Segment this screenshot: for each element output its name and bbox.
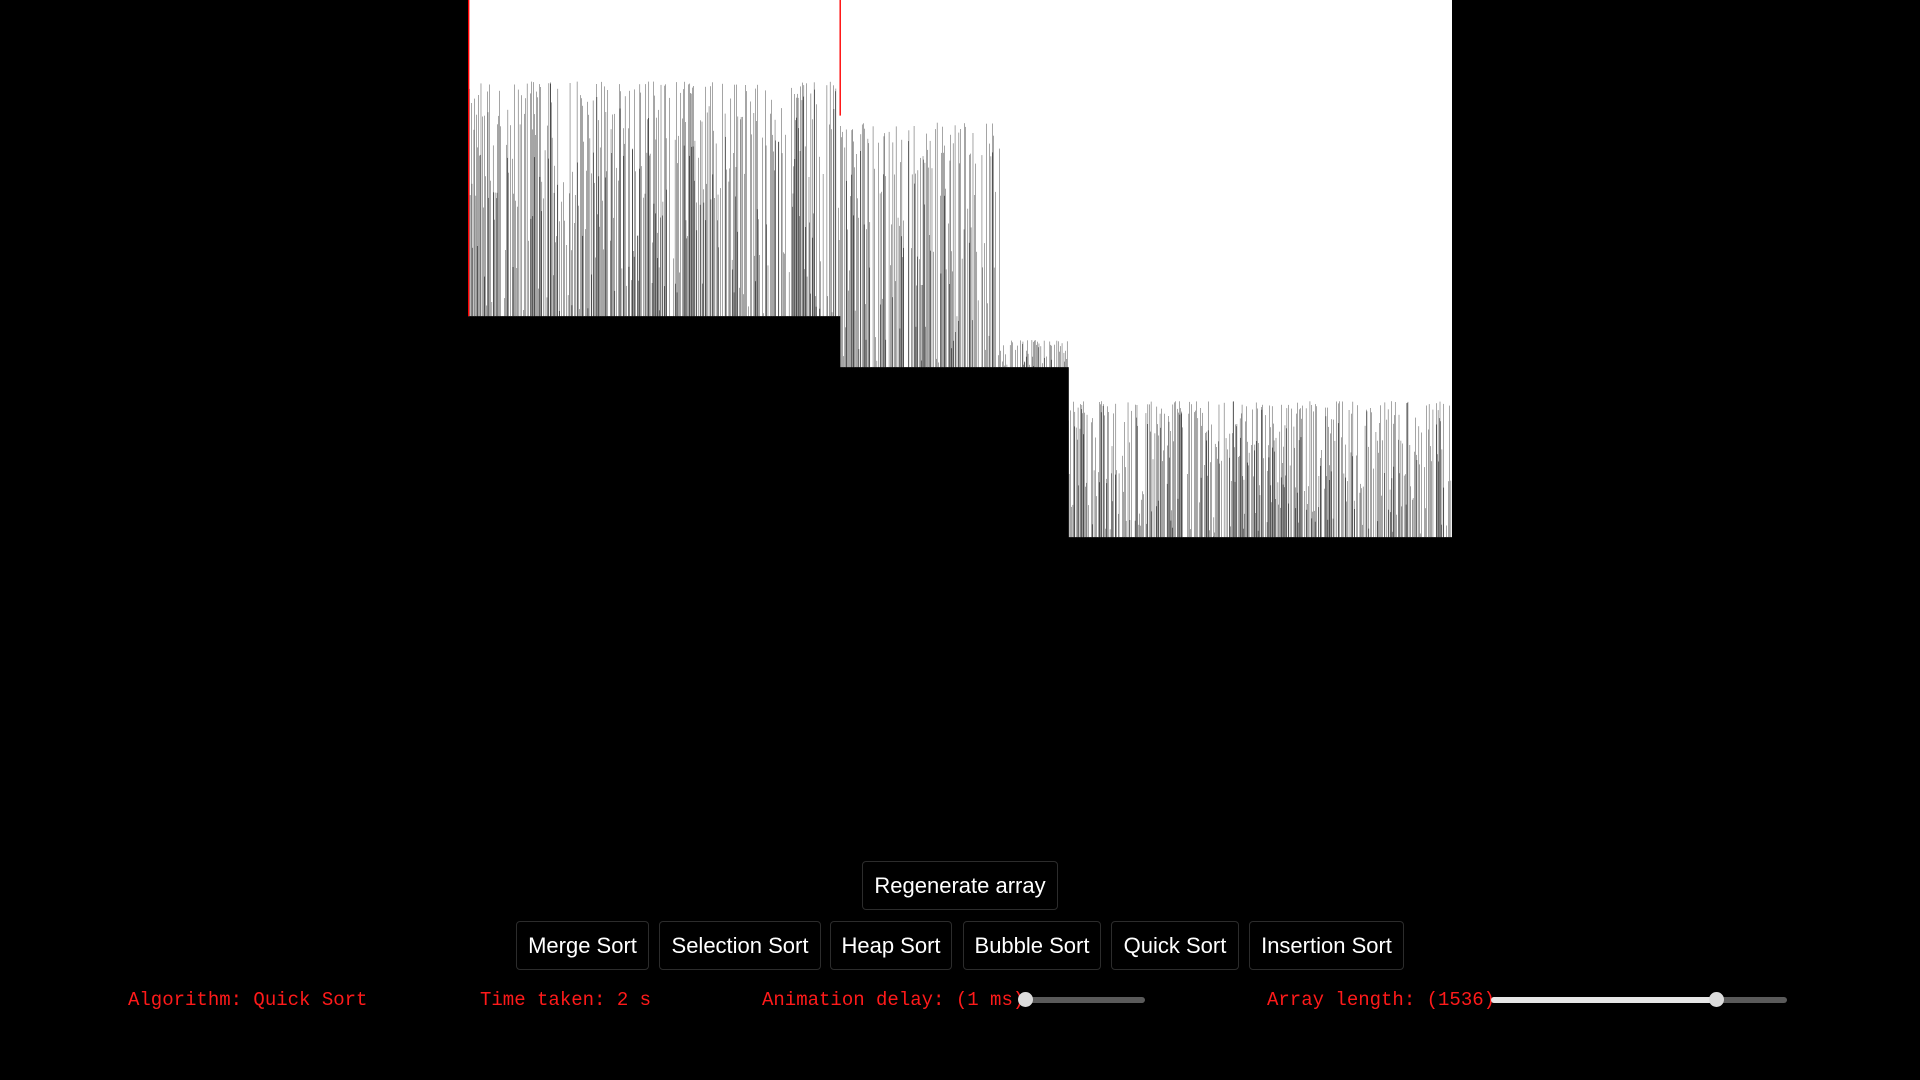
regenerate-array-button[interactable]: Regenerate array bbox=[862, 861, 1058, 910]
slider-thumb[interactable] bbox=[1018, 992, 1033, 1007]
array-segment-base bbox=[840, 367, 1000, 680]
algorithm-status: Algorithm: Quick Sort bbox=[128, 989, 368, 1011]
animation-delay-slider[interactable] bbox=[1018, 988, 1145, 1012]
highlighted-bar bbox=[468, 0, 470, 317]
array-segment-base bbox=[1068, 537, 1452, 680]
heap-sort-button[interactable]: Heap Sort bbox=[830, 921, 952, 970]
time-taken-status: Time taken: 2 s bbox=[480, 989, 652, 1011]
highlighted-bar bbox=[839, 0, 841, 116]
array-segment-base bbox=[468, 316, 841, 680]
array-bars bbox=[468, 0, 1452, 680]
array-visualization-panel bbox=[468, 0, 1452, 680]
selection-sort-button[interactable]: Selection Sort bbox=[659, 921, 821, 970]
animation-delay-label: Animation delay: (1 ms) bbox=[762, 989, 1025, 1011]
array-segment-base bbox=[999, 367, 1069, 680]
quick-sort-button[interactable]: Quick Sort bbox=[1111, 921, 1239, 970]
merge-sort-button[interactable]: Merge Sort bbox=[516, 921, 649, 970]
array-length-slider[interactable] bbox=[1491, 988, 1787, 1012]
slider-track bbox=[1025, 997, 1145, 1003]
bubble-sort-button[interactable]: Bubble Sort bbox=[963, 921, 1101, 970]
slider-fill bbox=[1491, 997, 1716, 1003]
array-length-label: Array length: (1536) bbox=[1267, 989, 1496, 1011]
insertion-sort-button[interactable]: Insertion Sort bbox=[1249, 921, 1404, 970]
slider-thumb[interactable] bbox=[1708, 992, 1724, 1007]
